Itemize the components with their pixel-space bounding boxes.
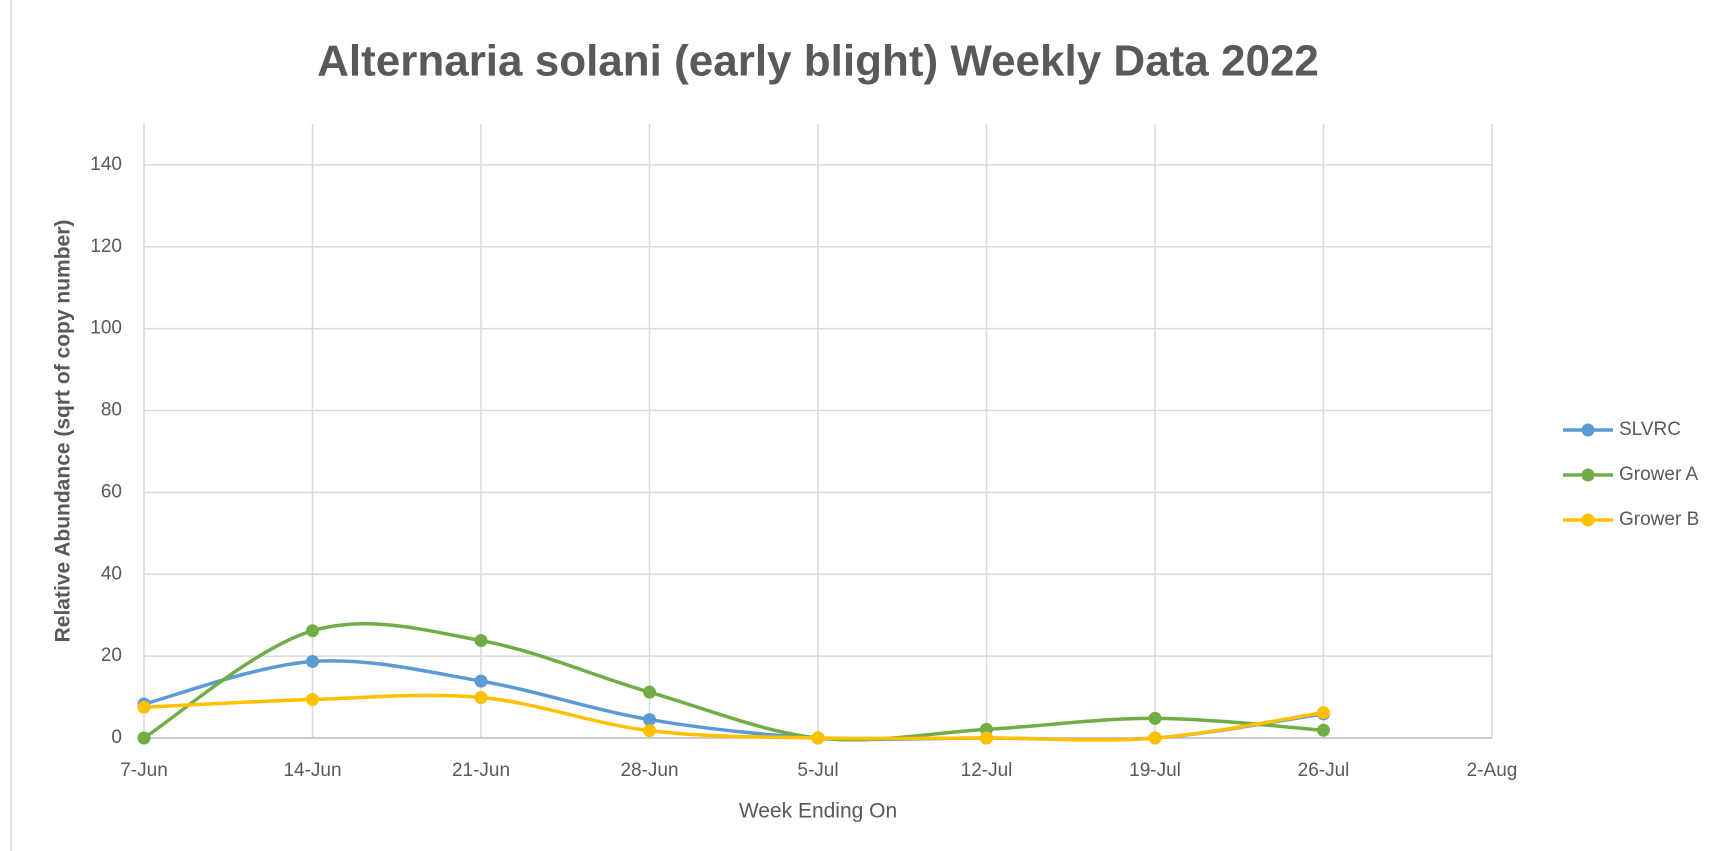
- chart-title: Alternaria solani (early blight) Weekly …: [317, 37, 1319, 86]
- x-tick-label: 12-Jul: [961, 760, 1013, 781]
- series-line: [143, 622, 1324, 742]
- legend-marker: [1581, 468, 1595, 482]
- data-point: [306, 693, 319, 707]
- y-axis-title: Relative Abundance (sqrt of copy number): [52, 220, 75, 643]
- data-point: [137, 731, 151, 745]
- x-tick-label: 19-Jul: [1129, 760, 1181, 781]
- data-point: [306, 654, 319, 668]
- y-tick-label: 120: [90, 236, 122, 257]
- data-point: [980, 731, 993, 745]
- x-tick-label: 2-Aug: [1467, 760, 1518, 781]
- x-tick-label: 14-Jun: [283, 760, 341, 781]
- y-tick-label: 40: [101, 563, 122, 584]
- data-point: [1148, 711, 1162, 725]
- data-point: [1148, 731, 1162, 745]
- y-tick-label: 80: [101, 400, 122, 421]
- x-tick-label: 21-Jun: [452, 760, 510, 781]
- legend-label: SLVRC: [1619, 419, 1681, 440]
- y-tick-label: 20: [101, 645, 122, 666]
- data-point: [643, 724, 656, 738]
- data-point: [643, 685, 656, 699]
- legend-label: Grower B: [1619, 509, 1699, 530]
- x-tick-label: 26-Jul: [1298, 760, 1350, 781]
- data-point: [811, 731, 825, 745]
- data-point: [643, 713, 656, 727]
- x-axis-title: Week Ending On: [739, 800, 897, 823]
- data-point: [474, 634, 488, 648]
- legend-marker: [1581, 513, 1595, 527]
- data-point: [474, 674, 488, 688]
- data-point: [306, 624, 319, 638]
- x-tick-label: 5-Jul: [797, 760, 838, 781]
- x-tick-label: 28-Jun: [620, 760, 678, 781]
- y-tick-label: 60: [101, 481, 122, 502]
- y-tick-label: 100: [90, 318, 122, 339]
- data-point: [1317, 706, 1330, 720]
- y-tick-label: 0: [111, 727, 122, 748]
- series-line: [143, 693, 1324, 742]
- data-point: [1317, 723, 1330, 737]
- legend-marker: [1581, 423, 1595, 437]
- legend-label: Grower A: [1619, 464, 1699, 485]
- data-point: [474, 690, 488, 704]
- y-tick-label: 140: [90, 154, 122, 175]
- data-point: [137, 700, 151, 714]
- x-tick-label: 7-Jun: [120, 760, 168, 781]
